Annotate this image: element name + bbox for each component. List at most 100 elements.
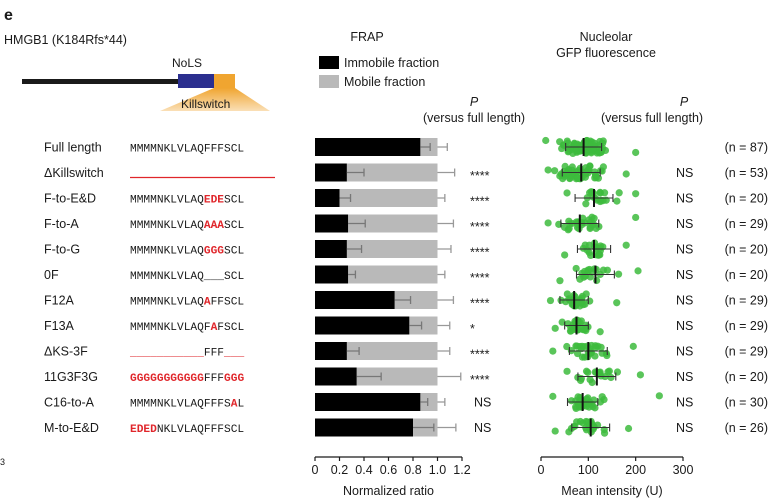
data-point: [593, 276, 601, 285]
data-point: [561, 251, 569, 259]
row-sequence: MMMMNKLVLAQAAASCL: [130, 220, 244, 232]
fluor-significance: NS: [676, 370, 693, 384]
row-name: ΔKillswitch: [44, 166, 104, 180]
sequence-mutation: GGG: [204, 246, 224, 258]
data-point: [563, 342, 571, 351]
sequence-mutation: AAA: [204, 220, 224, 232]
data-point: [566, 174, 574, 183]
row-sequence: MMMMNKLVLAQ___SCL: [130, 271, 244, 283]
row-name: F-to-G: [44, 243, 80, 257]
error-bar-immobile: [409, 321, 423, 330]
row-sequence: MMMMNKLVLAQGGGSCL: [130, 246, 244, 258]
data-point: [632, 190, 640, 198]
sequence-mutation: EDE: [204, 195, 224, 207]
data-point: [632, 213, 640, 222]
row-name: F-to-A: [44, 217, 79, 231]
frap-tick-label: 0.4: [355, 463, 372, 477]
data-point: [590, 214, 598, 222]
data-point: [564, 144, 572, 152]
fluor-significance: NS: [676, 421, 693, 435]
data-point: [613, 197, 621, 205]
sequence-segment: MMMMNKLVLAQF: [130, 322, 211, 334]
frap-chart: 0 0.2 0.4 0.6 0.8 1.0 1.2 Normalized ratio: [312, 138, 471, 498]
data-point: [563, 367, 571, 375]
fluor-significance: NS: [676, 319, 693, 333]
error-bar-immobile: [339, 194, 352, 202]
data-point: [581, 267, 589, 276]
fluorescence-tick-label: 0: [538, 463, 545, 477]
data-point: [615, 189, 623, 197]
bar-mobile-fraction: [356, 367, 438, 386]
row-n-label: (n = 20): [725, 192, 768, 206]
nols-label: NoLS: [172, 56, 202, 70]
row-sequence: ___________FFF___: [129, 348, 244, 360]
frap-tick-label: 1.2: [453, 463, 470, 477]
error-bar-mobile: [437, 372, 462, 381]
legend-swatch-mobile: [319, 75, 339, 88]
row-n-label: (n = 29): [725, 294, 768, 308]
data-point: [580, 343, 588, 351]
data-point: [600, 429, 609, 437]
frap-bars: [315, 138, 462, 437]
data-point: [586, 375, 594, 384]
frap-title: FRAP: [350, 30, 383, 44]
row-n-label: (n = 26): [725, 421, 768, 435]
data-point: [558, 318, 566, 326]
bar-mobile-fraction: [346, 342, 438, 360]
bar-mobile-fraction: [348, 214, 438, 233]
data-point: [600, 189, 609, 197]
data-point: [556, 277, 564, 285]
row-sequence: MMMMNKLVLAQAFFSCL: [130, 297, 244, 309]
row-n-label: (n = 20): [725, 370, 768, 384]
row-name: M-to-E&D: [44, 421, 99, 435]
row-n-label: (n = 29): [725, 319, 768, 333]
nols-domain: [178, 74, 214, 88]
data-point: [582, 402, 590, 410]
sequence-mutation: EDED: [130, 424, 157, 436]
data-point: [655, 392, 663, 400]
fluor-p-header: P: [680, 95, 689, 109]
data-point: [586, 297, 594, 305]
error-bar-mobile: [437, 347, 451, 355]
legend-label-mobile: Mobile fraction: [344, 75, 425, 89]
sequence-segment: MMMMNKLVLAQFFFS: [130, 399, 231, 411]
data-point: [567, 397, 576, 405]
data-point: [614, 270, 623, 278]
sequence-segment: FFF: [204, 373, 224, 385]
data-point: [599, 137, 607, 145]
data-point: [582, 367, 591, 375]
sequence-segment: SCL: [224, 246, 244, 258]
row-n-label: (n = 29): [725, 217, 768, 231]
bar-mobile-fraction: [346, 240, 438, 258]
data-point: [563, 189, 571, 197]
data-point: [565, 295, 573, 303]
data-point: [572, 342, 580, 350]
data-point: [561, 162, 569, 170]
data-point: [573, 349, 582, 358]
row-n-label: (n = 29): [725, 345, 768, 359]
data-point: [632, 148, 640, 157]
panel-letter: e: [4, 7, 13, 24]
data-point: [564, 320, 572, 328]
error-bar-mobile: [437, 296, 455, 304]
bar-immobile-fraction: [315, 393, 421, 411]
sequence-segment: FSCL: [217, 322, 244, 334]
error-bar-immobile: [346, 168, 365, 177]
row-name: F12A: [44, 294, 75, 308]
data-point: [594, 251, 602, 259]
data-point: [586, 223, 594, 231]
fluor-p-subheader: (versus full length): [601, 111, 703, 125]
data-point: [591, 139, 599, 147]
data-point: [569, 320, 577, 329]
sequence-mutation: A: [231, 399, 238, 411]
fluor-significance: NS: [676, 166, 693, 180]
error-bar-immobile: [420, 398, 429, 406]
data-point: [613, 299, 621, 307]
frap-tick-label: 0.8: [404, 463, 421, 477]
fluor-significance: NS: [676, 268, 693, 282]
error-bar-mobile: [437, 219, 455, 228]
killswitch-domain: [214, 74, 235, 88]
error-bar-mobile: [437, 194, 446, 202]
data-point: [564, 226, 572, 234]
